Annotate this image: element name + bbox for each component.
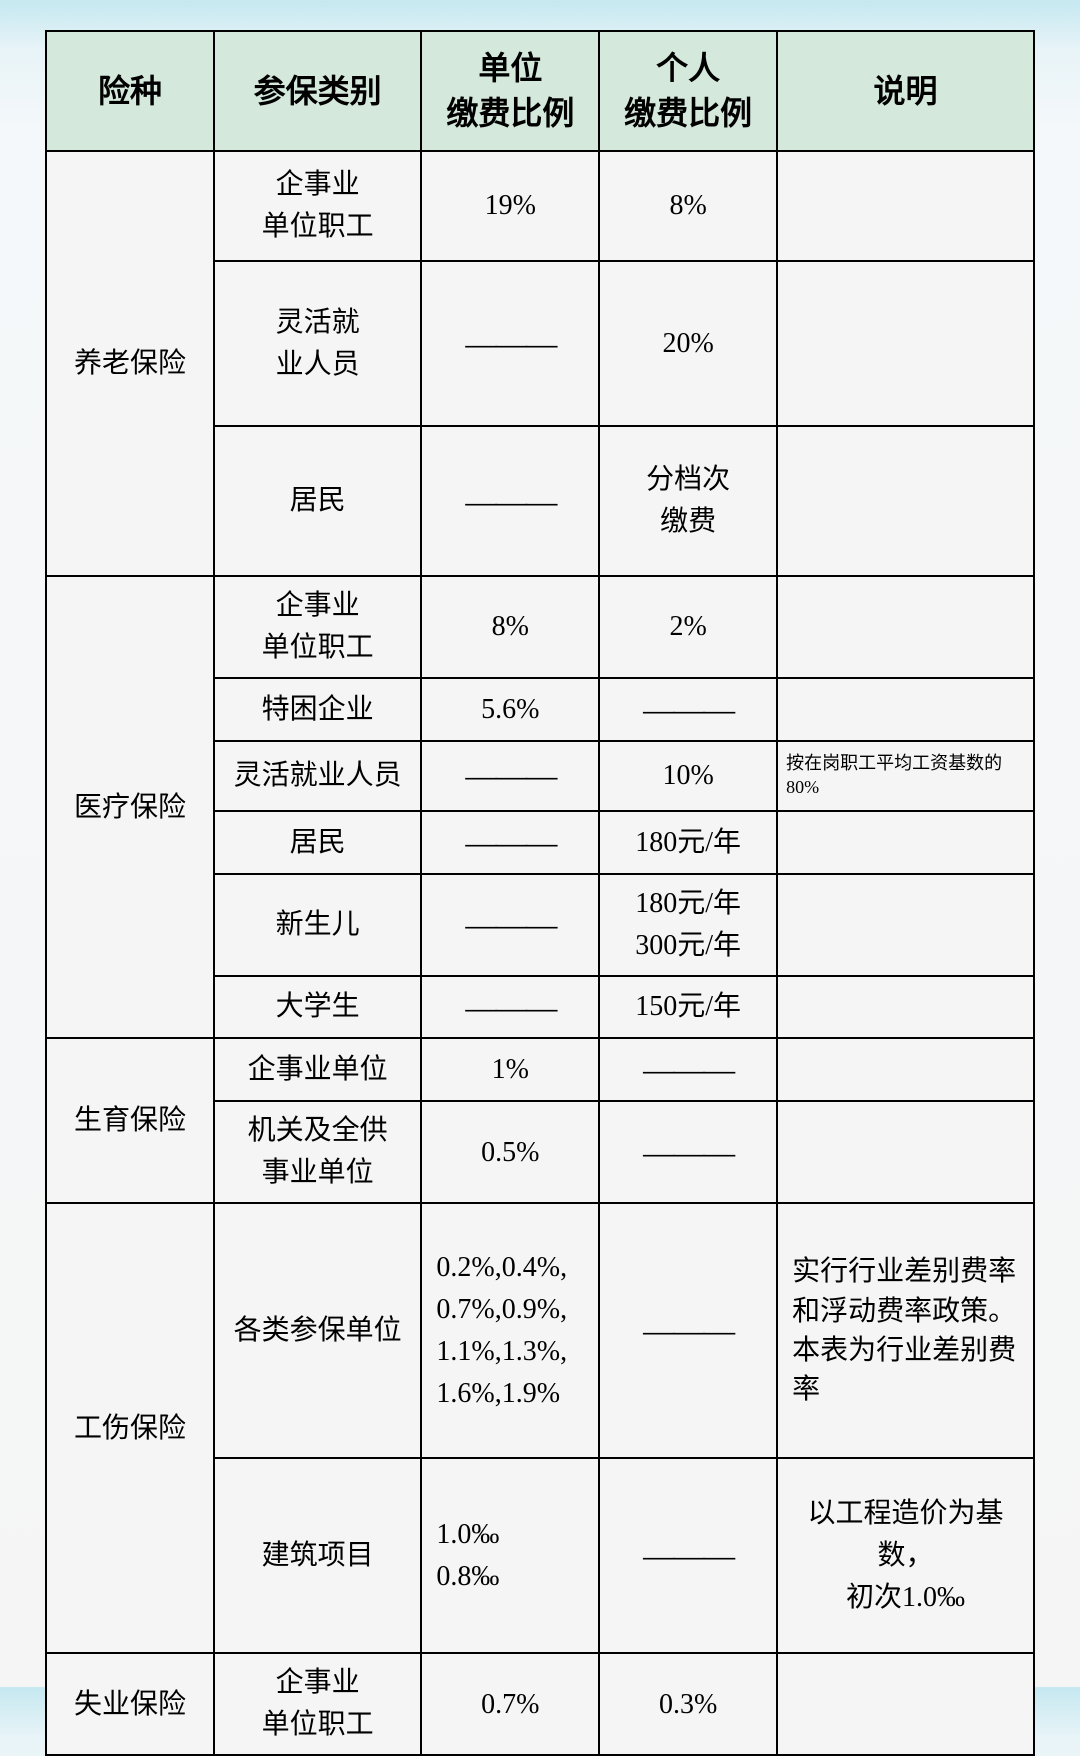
table-row: 失业保险 企事业单位职工 0.7% 0.3% xyxy=(46,1653,1034,1755)
cell-note: 以工程造价为基数，初次1.0‰ xyxy=(777,1458,1034,1653)
insurance-table: 险种 参保类别 单位缴费比例 个人缴费比例 说明 养老保险 企事业单位职工 19… xyxy=(45,30,1035,1756)
cell-personal: 180元/年 xyxy=(599,811,777,874)
cell-category: 机关及全供事业单位 xyxy=(214,1101,421,1203)
type-medical: 医疗保险 xyxy=(46,576,214,1038)
cell-personal: 180元/年300元/年 xyxy=(599,874,777,976)
cell-category: 灵活就业人员 xyxy=(214,261,421,426)
cell-unit: ——— xyxy=(421,741,599,811)
cell-personal: ——— xyxy=(599,1101,777,1203)
header-personal-rate: 个人缴费比例 xyxy=(599,31,777,151)
cell-personal: ——— xyxy=(599,1038,777,1101)
cell-unit: ——— xyxy=(421,261,599,426)
cell-personal: 2% xyxy=(599,576,777,678)
table-row: 养老保险 企事业单位职工 19% 8% xyxy=(46,151,1034,261)
cell-category: 企事业单位职工 xyxy=(214,576,421,678)
cell-note xyxy=(777,151,1034,261)
type-unemployment: 失业保险 xyxy=(46,1653,214,1755)
header-note: 说明 xyxy=(777,31,1034,151)
cell-note xyxy=(777,678,1034,741)
cell-category: 企事业单位职工 xyxy=(214,1653,421,1755)
table-row: 医疗保险 企事业单位职工 8% 2% xyxy=(46,576,1034,678)
header-category: 参保类别 xyxy=(214,31,421,151)
type-injury: 工伤保险 xyxy=(46,1203,214,1653)
cell-note xyxy=(777,426,1034,576)
table-row: 生育保险 企事业单位 1% ——— xyxy=(46,1038,1034,1101)
cell-unit: ——— xyxy=(421,811,599,874)
cell-category: 建筑项目 xyxy=(214,1458,421,1653)
cell-note xyxy=(777,811,1034,874)
cell-note: 实行行业差别费率和浮动费率政策。本表为行业差别费率 xyxy=(777,1203,1034,1458)
cell-unit: 0.7% xyxy=(421,1653,599,1755)
cell-category: 居民 xyxy=(214,811,421,874)
cell-category: 企事业单位 xyxy=(214,1038,421,1101)
cell-personal: 150元/年 xyxy=(599,976,777,1039)
cell-note: 按在岗职工平均工资基数的80% xyxy=(777,741,1034,811)
cell-category: 大学生 xyxy=(214,976,421,1039)
cell-category: 灵活就业人员 xyxy=(214,741,421,811)
cell-note xyxy=(777,1101,1034,1203)
cell-unit: ——— xyxy=(421,874,599,976)
cell-note xyxy=(777,874,1034,976)
type-maternity: 生育保险 xyxy=(46,1038,214,1203)
cell-unit: 0.5% xyxy=(421,1101,599,1203)
cell-note xyxy=(777,1653,1034,1755)
cell-category: 居民 xyxy=(214,426,421,576)
cell-personal: 分档次缴费 xyxy=(599,426,777,576)
cell-personal: ——— xyxy=(599,1458,777,1653)
cell-personal: ——— xyxy=(599,678,777,741)
cell-personal: 0.3% xyxy=(599,1653,777,1755)
cell-unit: 8% xyxy=(421,576,599,678)
cell-unit: 0.2%,0.4%,0.7%,0.9%,1.1%,1.3%,1.6%,1.9% xyxy=(421,1203,599,1458)
cell-unit: 1% xyxy=(421,1038,599,1101)
cell-unit: 1.0‰0.8‰ xyxy=(421,1458,599,1653)
cell-note xyxy=(777,576,1034,678)
cell-category: 新生儿 xyxy=(214,874,421,976)
header-type: 险种 xyxy=(46,31,214,151)
cell-personal: 8% xyxy=(599,151,777,261)
header-unit-rate: 单位缴费比例 xyxy=(421,31,599,151)
cell-unit: ——— xyxy=(421,976,599,1039)
cell-unit: 5.6% xyxy=(421,678,599,741)
cell-personal: 10% xyxy=(599,741,777,811)
cell-note xyxy=(777,1038,1034,1101)
cell-note xyxy=(777,976,1034,1039)
table-row: 工伤保险 各类参保单位 0.2%,0.4%,0.7%,0.9%,1.1%,1.3… xyxy=(46,1203,1034,1458)
cell-personal: 20% xyxy=(599,261,777,426)
cell-unit: ——— xyxy=(421,426,599,576)
cell-personal: ——— xyxy=(599,1203,777,1458)
cell-category: 特困企业 xyxy=(214,678,421,741)
cell-category: 企事业单位职工 xyxy=(214,151,421,261)
cell-note xyxy=(777,261,1034,426)
cell-unit: 19% xyxy=(421,151,599,261)
type-pension: 养老保险 xyxy=(46,151,214,576)
cell-category: 各类参保单位 xyxy=(214,1203,421,1458)
